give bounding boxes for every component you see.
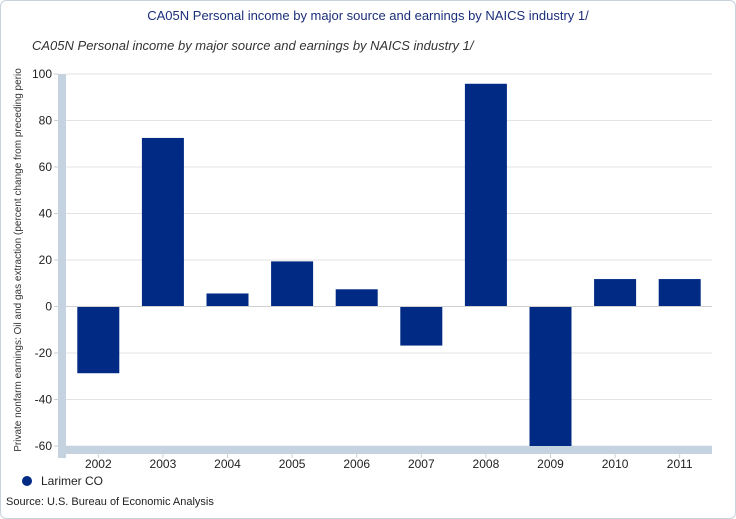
- x-tick-label: 2011: [667, 457, 693, 471]
- x-tick-label: 2004: [214, 457, 241, 471]
- x-tick-label: 2003: [150, 457, 177, 471]
- bar: [141, 137, 184, 307]
- source-note: Source: U.S. Bureau of Economic Analysis: [6, 496, 214, 508]
- x-tick-label: 2009: [537, 457, 564, 471]
- y-tick-label: -20: [35, 346, 53, 360]
- bar: [464, 83, 507, 307]
- legend-marker-icon: [22, 476, 32, 486]
- y-axis-title: Private nonfarm earnings: Oil and gas ex…: [13, 68, 24, 452]
- x-tick-label: 2010: [602, 457, 629, 471]
- page-title: CA05N Personal income by major source an…: [147, 8, 589, 23]
- bar: [529, 306, 572, 446]
- y-tick-label: 40: [39, 207, 53, 221]
- y-tick-label: 80: [39, 114, 53, 128]
- x-tick-label: 2005: [279, 457, 306, 471]
- bar: [400, 306, 443, 346]
- bar: [335, 289, 378, 307]
- bar: [594, 279, 637, 307]
- y-tick-label: 20: [39, 253, 53, 267]
- bar: [206, 293, 249, 307]
- x-tick-label: 2006: [343, 457, 370, 471]
- bar: [658, 279, 701, 307]
- y-tick-label: 100: [32, 67, 52, 81]
- x-tick-label: 2002: [85, 457, 112, 471]
- x-tick-label: 2007: [408, 457, 435, 471]
- y-tick-label: 0: [45, 300, 52, 314]
- y-tick-label: -40: [35, 393, 53, 407]
- x-axis-band: [58, 446, 712, 454]
- legend[interactable]: Larimer CO: [22, 474, 103, 488]
- chart-title: CA05N Personal income by major source an…: [32, 38, 474, 53]
- bar: [271, 261, 314, 307]
- bar: [77, 306, 120, 374]
- y-tick-label: -60: [35, 439, 53, 453]
- y-tick-label: 60: [39, 160, 53, 174]
- x-tick-label: 2008: [473, 457, 500, 471]
- y-axis-band: [58, 74, 66, 458]
- legend-label: Larimer CO: [41, 474, 104, 488]
